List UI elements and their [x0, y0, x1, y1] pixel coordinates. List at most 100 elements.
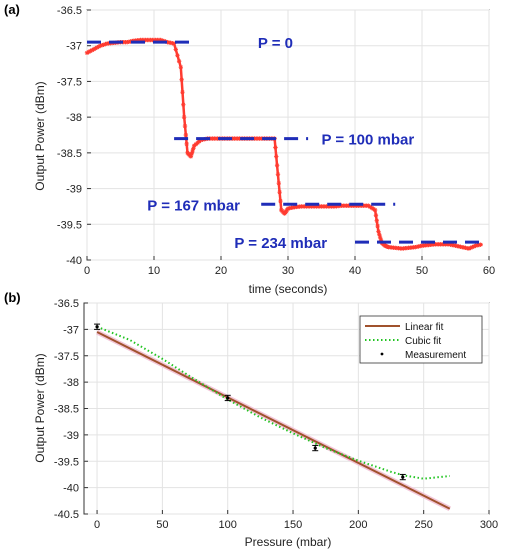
a-xtick-label: 10: [148, 265, 160, 277]
a-xtick-label: 30: [282, 265, 294, 277]
b-ytick-label: -37: [63, 324, 79, 336]
power-marker: [468, 245, 473, 251]
power-marker: [470, 244, 475, 250]
measurement-point: [313, 446, 317, 450]
a-ytick-label: -40: [66, 255, 82, 267]
power-marker: [84, 50, 90, 56]
x-axis-label-a: time (seconds): [249, 282, 328, 296]
power-marker: [375, 223, 380, 229]
a-ytick-label: -37: [66, 41, 82, 53]
measurement-point: [401, 475, 405, 479]
power-marker: [173, 47, 178, 52]
y-axis-label-a: Output Power (dBm): [33, 81, 47, 190]
power-marker: [466, 246, 472, 251]
b-xtick-label: 250: [414, 519, 432, 531]
power-marker: [88, 48, 93, 54]
b-ytick-label: -39.5: [54, 456, 79, 468]
b-ytick-label: -36.5: [54, 298, 79, 310]
legend-cubic-fit: Cubic fit: [405, 336, 441, 347]
b-xtick-label: 0: [94, 519, 100, 531]
ticks-a: 0 10 20 30 40 50 60 -36.5 -37 -37.5 -38 -38.5 -39 -39…: [57, 5, 495, 277]
legend-linear-fit: Linear fit: [405, 322, 444, 333]
legend-measurement-swatch: [380, 352, 384, 356]
panel-b: (b) 0 50 100 150 200 250 300 -36.5 -37 -37.5 -38 -3…: [4, 290, 498, 549]
power-marker: [176, 59, 182, 64]
a-ytick-label: -38.5: [57, 148, 82, 160]
a-ytick-label: -39.5: [57, 219, 82, 231]
power-marker: [181, 114, 187, 120]
b-ytick-label: -37.5: [54, 351, 79, 363]
a-xtick-label: 20: [215, 265, 227, 277]
y-axis-label-b: Output Power (dBm): [33, 353, 47, 462]
power-marker: [99, 42, 105, 48]
power-marker: [478, 242, 483, 247]
a-ytick-label: -38: [66, 112, 82, 124]
power-marker: [98, 43, 103, 48]
power-marker: [181, 102, 186, 107]
pressure-label: P = 234 mbar: [234, 235, 327, 252]
power-marker: [471, 244, 477, 249]
b-ytick-label: -38: [63, 377, 79, 389]
linear-fit-line: [96, 331, 451, 510]
power-marker: [274, 154, 279, 159]
power-marker: [89, 47, 95, 53]
power-marker: [189, 151, 194, 156]
series-b: [94, 323, 451, 511]
power-marker: [274, 163, 280, 168]
annotations-a: P = 0 P = 100 mbar P = 167 mbar P = 234 mba…: [87, 35, 486, 252]
a-xtick-label: 50: [416, 265, 428, 277]
power-marker: [178, 64, 183, 70]
power-marker: [182, 123, 188, 129]
measurement-point: [95, 325, 99, 329]
a-xtick-label: 40: [349, 265, 361, 277]
power-marker: [91, 47, 96, 52]
b-xtick-label: 100: [219, 519, 237, 531]
power-marker: [103, 41, 108, 47]
legend: Linear fit Cubic fit Measurement: [359, 315, 483, 364]
a-xtick-label: 0: [84, 265, 90, 277]
power-marker: [171, 41, 177, 46]
power-marker: [373, 213, 379, 218]
power-marker: [376, 229, 381, 234]
legend-box: [359, 315, 483, 364]
power-marker: [374, 218, 379, 223]
power-marker: [158, 37, 163, 43]
a-ytick-label: -39: [66, 184, 82, 196]
power-marker: [276, 181, 281, 186]
a-ytick-label: -36.5: [57, 5, 82, 17]
b-ytick-label: -40.5: [54, 509, 79, 521]
pressure-label: P = 0: [258, 35, 293, 52]
power-marker: [273, 145, 278, 150]
panel-a: (a) 0 10 20 30 40 50 60 -36.5 -37 -37.5 -38 -38.5 -3…: [4, 2, 495, 296]
b-xtick-label: 200: [349, 519, 367, 531]
b-ytick-label: -40: [63, 483, 79, 495]
a-ytick-label: -37.5: [57, 76, 82, 88]
panel-b-label: (b): [4, 290, 21, 305]
power-marker: [93, 46, 98, 51]
b-xtick-label: 50: [156, 519, 168, 531]
cubic-fit-line: [96, 325, 450, 480]
b-xtick-label: 150: [284, 519, 302, 531]
power-marker: [183, 132, 189, 138]
legend-measurement: Measurement: [405, 350, 466, 361]
a-xtick-label: 60: [483, 265, 495, 277]
grid-a: [86, 9, 490, 261]
pressure-label: P = 167 mbar: [147, 197, 240, 214]
power-marker: [190, 148, 195, 154]
power-marker: [96, 44, 101, 49]
power-marker: [377, 234, 383, 240]
panel-a-label: (a): [4, 2, 20, 17]
power-marker: [101, 42, 106, 47]
power-marker: [191, 146, 196, 151]
power-marker: [275, 172, 281, 177]
power-marker: [184, 141, 189, 147]
b-xtick-label: 300: [480, 519, 498, 531]
power-marker: [372, 207, 378, 213]
power-marker: [378, 237, 384, 243]
x-axis-label-b: Pressure (mbar): [245, 535, 332, 549]
power-marker: [180, 89, 185, 95]
pressure-label: P = 100 mbar: [322, 132, 415, 149]
b-ytick-label: -39: [63, 430, 79, 442]
power-marker: [86, 49, 91, 55]
